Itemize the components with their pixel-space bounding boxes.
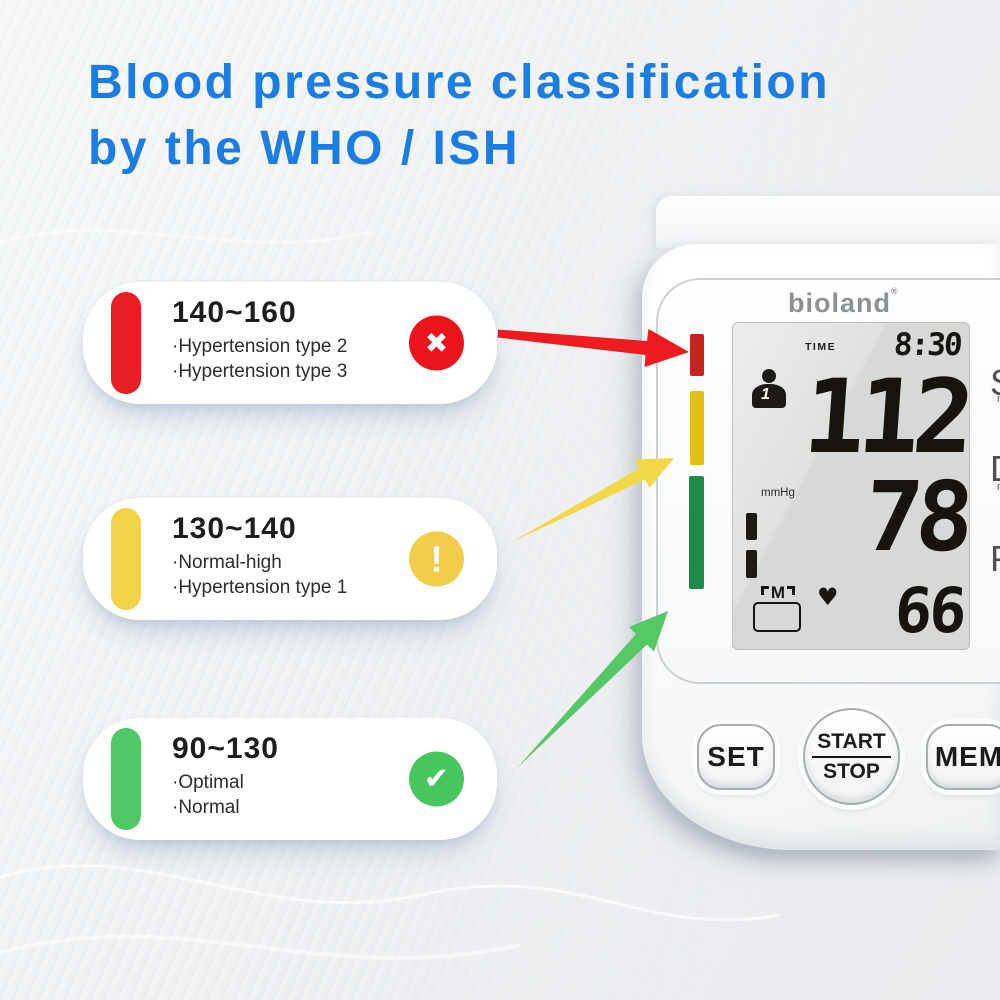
device-back-panel bbox=[656, 196, 1000, 248]
memory-button: MEM bbox=[926, 724, 1000, 790]
bp-range: 130~140 bbox=[172, 512, 297, 545]
memory-box bbox=[753, 602, 801, 632]
cross-icon: ✖ bbox=[409, 315, 464, 371]
title-line-2: by the WHO / ISH bbox=[88, 122, 521, 175]
check-icon: ✔ bbox=[409, 751, 464, 807]
brand-name: bioland bbox=[788, 288, 891, 318]
diastolic-value: 78 bbox=[861, 461, 970, 573]
bp-range: 140~160 bbox=[172, 296, 297, 329]
bp-card-normal-high: 130~140 ·Normal-high ·Hypertension type … bbox=[83, 498, 497, 620]
bp-card-hypertension: 140~160 ·Hypertension type 2 ·Hypertensi… bbox=[83, 282, 497, 404]
user-number: 1 bbox=[761, 386, 770, 403]
stop-label: STOP bbox=[823, 759, 880, 783]
registered-mark: ® bbox=[891, 286, 899, 296]
user-icon: 1 bbox=[751, 369, 787, 409]
heart-icon: ♥ bbox=[817, 583, 839, 611]
cross-glyph: ✖ bbox=[424, 326, 449, 360]
bp-category: ·Hypertension type 1 bbox=[172, 577, 348, 598]
device-face-panel: bioland® TIME 8:30 1 112 mmHg 78 bbox=[656, 278, 1000, 684]
check-glyph: ✔ bbox=[423, 761, 450, 797]
user-body: 1 bbox=[752, 384, 786, 408]
bp-category: ·Normal bbox=[172, 797, 240, 818]
sys-label: S bbox=[990, 362, 1000, 404]
lcd-display: TIME 8:30 1 112 mmHg 78 M bbox=[732, 322, 970, 650]
memory-letter: M bbox=[770, 583, 786, 602]
exclamation-icon: ! bbox=[409, 531, 464, 587]
green-level-bar bbox=[111, 728, 141, 830]
memory-bracket-left bbox=[760, 586, 769, 595]
start-label: START bbox=[812, 730, 891, 758]
indicator-bar-green bbox=[689, 476, 704, 589]
exclamation-glyph: ! bbox=[430, 538, 443, 579]
memory-bracket-right bbox=[787, 586, 796, 595]
dia-unit-label: m bbox=[997, 481, 1000, 493]
user-head bbox=[762, 369, 776, 383]
indicator-bar-yellow bbox=[690, 391, 704, 465]
yellow-level-bar bbox=[111, 508, 141, 610]
pulse-value: 66 bbox=[892, 574, 967, 647]
start-stop-button: START STOP bbox=[803, 708, 900, 805]
brand-logo: bioland® bbox=[788, 286, 899, 319]
page-title: Blood pressure classification by the WHO… bbox=[88, 50, 830, 182]
bp-monitor-device: bioland® TIME 8:30 1 112 mmHg 78 bbox=[642, 244, 1000, 850]
systolic-value: 112 bbox=[799, 358, 970, 477]
memory-icon: M bbox=[753, 583, 803, 632]
time-label: TIME bbox=[805, 341, 837, 353]
bp-category: ·Optimal bbox=[172, 772, 244, 793]
bp-category: ·Normal-high bbox=[172, 552, 282, 573]
bp-range: 90~130 bbox=[172, 732, 279, 765]
title-line-1: Blood pressure classification bbox=[88, 56, 831, 109]
set-button: SET bbox=[697, 724, 775, 790]
bp-category: ·Hypertension type 2 bbox=[172, 336, 348, 357]
red-level-bar bbox=[111, 292, 141, 394]
bp-category: ·Hypertension type 3 bbox=[172, 361, 348, 382]
unit-label: mmHg bbox=[761, 487, 795, 499]
battery-segment bbox=[746, 550, 757, 578]
indicator-bar-red bbox=[690, 334, 704, 376]
sys-unit-label: m bbox=[997, 393, 1000, 405]
pulse-label: P bbox=[990, 538, 1000, 580]
battery-segment bbox=[746, 513, 757, 540]
dia-label: D bbox=[990, 448, 1000, 490]
bp-card-normal: 90~130 ·Optimal ·Normal ✔ bbox=[83, 718, 497, 840]
